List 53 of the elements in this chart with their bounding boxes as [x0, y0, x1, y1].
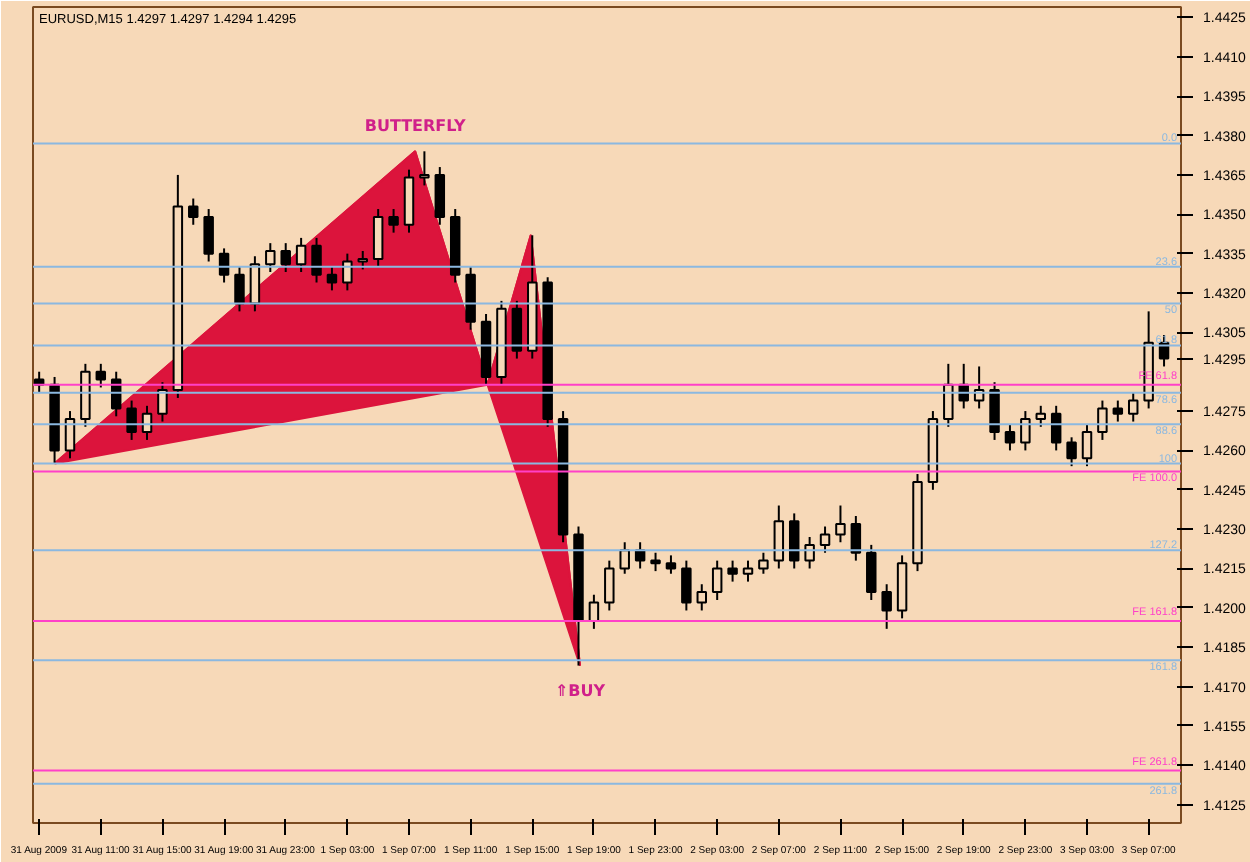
candlestick — [1097, 399, 1108, 441]
candlestick — [1066, 436, 1077, 468]
annotation: ⇑BUY — [554, 681, 606, 700]
candlestick — [1004, 423, 1016, 452]
candlestick — [126, 399, 137, 441]
candlestick — [804, 536, 815, 570]
candlestick — [357, 250, 368, 271]
candlestick — [265, 242, 276, 273]
candlestick — [403, 168, 415, 234]
candlestick — [434, 166, 446, 226]
candlestick — [1081, 423, 1093, 468]
candlestick — [696, 583, 708, 612]
candlestick — [604, 559, 615, 612]
candlestick — [758, 551, 769, 575]
candlestick — [95, 362, 107, 389]
candlestick — [157, 381, 168, 423]
candlestick — [372, 208, 384, 268]
candlestick — [80, 362, 91, 428]
candlestick — [896, 554, 908, 620]
candlestick — [881, 583, 892, 630]
candlestick — [342, 252, 353, 292]
candlestick — [742, 559, 754, 583]
candlestick — [850, 515, 862, 562]
candlestick — [1020, 410, 1031, 452]
candlestick — [465, 265, 476, 331]
candlestick — [650, 551, 661, 573]
candlestick — [511, 299, 523, 360]
candlestick — [295, 236, 307, 273]
candlestick — [1127, 391, 1139, 423]
candlestick — [203, 208, 214, 263]
candlestick — [234, 265, 245, 313]
candlestick — [1050, 404, 1062, 452]
annotation: BUTTERFLY — [364, 117, 466, 136]
candlestick — [280, 242, 291, 273]
candlestick — [835, 504, 846, 544]
candlestick — [1112, 399, 1124, 423]
candlestick — [188, 197, 199, 226]
candlestick — [326, 265, 338, 292]
candlestick — [1035, 404, 1047, 428]
candlestick — [788, 512, 800, 570]
candlestick — [819, 525, 831, 554]
candlestick — [727, 559, 738, 583]
candlestick — [388, 208, 399, 234]
candlestick — [681, 559, 692, 612]
candlestick — [989, 381, 1000, 441]
candlestick — [866, 543, 877, 601]
candlestick — [943, 362, 954, 428]
candlestick — [665, 554, 677, 575]
candlestick — [419, 150, 430, 187]
candlestick — [619, 541, 630, 575]
candlestick — [773, 504, 785, 570]
candlestick — [311, 236, 322, 284]
candlestick — [711, 559, 723, 601]
